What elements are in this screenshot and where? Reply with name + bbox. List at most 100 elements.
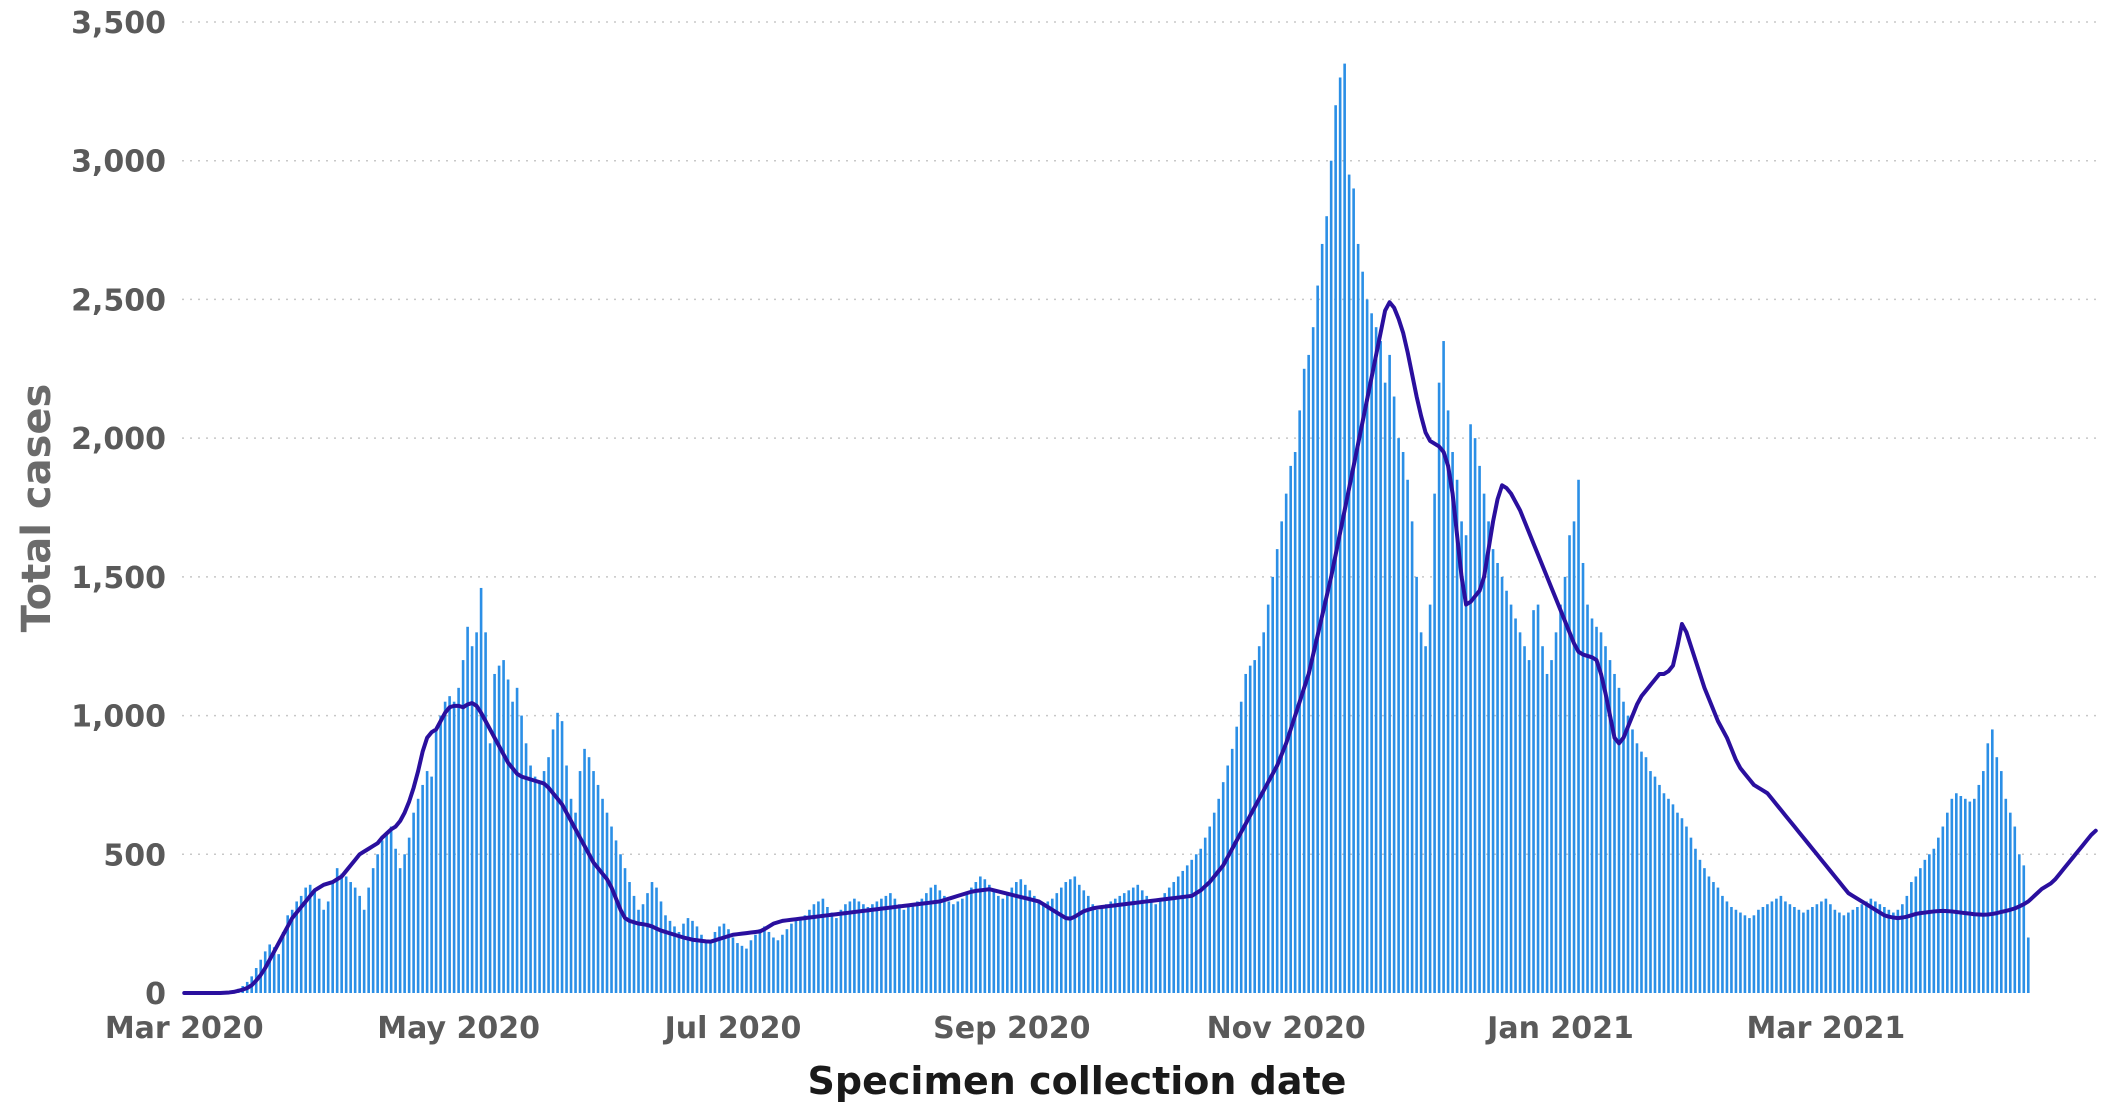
case-bar bbox=[1262, 632, 1265, 993]
case-bar bbox=[592, 771, 595, 993]
case-bar bbox=[1676, 812, 1679, 993]
case-bar bbox=[1154, 904, 1158, 993]
case-bar bbox=[1685, 826, 1688, 993]
case-bar bbox=[862, 904, 865, 993]
case-bar bbox=[1127, 890, 1131, 993]
case-bar bbox=[884, 895, 888, 993]
case-bar bbox=[1469, 424, 1472, 993]
case-bar bbox=[749, 940, 753, 993]
case-bar bbox=[1829, 904, 1832, 993]
case-bar bbox=[1433, 493, 1436, 993]
case-bar bbox=[1662, 793, 1666, 993]
case-bar bbox=[898, 904, 901, 993]
case-bar bbox=[484, 632, 487, 993]
case-bar bbox=[844, 904, 847, 993]
case-bar bbox=[1095, 909, 1099, 993]
case-bar bbox=[281, 931, 285, 993]
case-bar bbox=[776, 940, 780, 993]
case-bar bbox=[443, 701, 447, 993]
case-bar bbox=[1239, 701, 1243, 993]
case-bar bbox=[1419, 632, 1423, 993]
case-bar bbox=[925, 893, 928, 993]
case-bar bbox=[1698, 859, 1702, 993]
case-bar bbox=[1631, 729, 1634, 993]
case-bar bbox=[857, 901, 861, 993]
case-bar bbox=[2004, 798, 2008, 993]
case-bar bbox=[1496, 562, 1499, 993]
x-tick-label: Jul 2020 bbox=[663, 1011, 802, 1046]
case-bar bbox=[547, 757, 550, 993]
case-bar bbox=[565, 765, 568, 993]
case-bar bbox=[466, 626, 469, 993]
case-bar bbox=[1015, 882, 1018, 993]
case-bar bbox=[1235, 726, 1239, 993]
case-bar bbox=[475, 632, 478, 993]
case-bar bbox=[1374, 327, 1378, 993]
case-bar bbox=[1361, 271, 1364, 993]
case-bar bbox=[1892, 912, 1895, 993]
case-bar bbox=[1383, 382, 1387, 993]
case-bar bbox=[646, 893, 649, 993]
case-bar bbox=[1424, 646, 1427, 993]
case-bar bbox=[394, 848, 397, 993]
case-bar bbox=[1752, 915, 1756, 993]
case-bar bbox=[992, 890, 996, 993]
case-bar bbox=[1356, 243, 1360, 993]
case-bar bbox=[1446, 410, 1450, 993]
case-bar bbox=[754, 934, 757, 993]
case-bar bbox=[659, 901, 663, 993]
case-bar bbox=[1415, 576, 1418, 993]
case-bar bbox=[1460, 521, 1463, 993]
case-bar bbox=[1077, 884, 1081, 993]
case-bar bbox=[308, 884, 312, 993]
case-bar bbox=[1406, 479, 1409, 993]
case-bar bbox=[1626, 715, 1630, 993]
case-bar bbox=[947, 901, 951, 993]
case-bar bbox=[1491, 549, 1495, 993]
case-bar bbox=[380, 840, 384, 993]
case-bar bbox=[790, 923, 793, 993]
case-bar bbox=[542, 771, 546, 993]
case-bar bbox=[1059, 887, 1063, 993]
case-bar bbox=[1473, 438, 1477, 993]
case-bar bbox=[1509, 604, 1513, 993]
case-bar bbox=[605, 812, 609, 993]
case-bar bbox=[538, 782, 541, 993]
case-bar bbox=[1797, 909, 1801, 993]
case-bar bbox=[673, 926, 676, 993]
case-bar bbox=[412, 812, 415, 993]
case-bar bbox=[1176, 876, 1180, 993]
case-bar bbox=[1212, 812, 1216, 993]
case-bar bbox=[1982, 771, 1985, 993]
case-bar bbox=[1158, 898, 1162, 993]
x-tick-label: Sep 2020 bbox=[933, 1011, 1090, 1046]
case-bar bbox=[1586, 604, 1589, 993]
case-bar bbox=[983, 879, 987, 993]
case-bar bbox=[916, 901, 919, 993]
case-bar bbox=[1991, 729, 1994, 993]
case-bar bbox=[718, 926, 721, 993]
case-bar bbox=[1946, 812, 1949, 993]
case-bar bbox=[1640, 751, 1643, 993]
case-bar bbox=[1815, 904, 1819, 993]
case-bar bbox=[493, 673, 496, 993]
case-bar bbox=[574, 812, 577, 993]
case-bar bbox=[1901, 904, 1904, 993]
case-bar bbox=[1001, 898, 1005, 993]
case-bar bbox=[335, 868, 339, 993]
case-bar bbox=[1757, 909, 1760, 993]
case-bar bbox=[1613, 673, 1616, 993]
case-bar bbox=[997, 895, 1000, 993]
case-bar bbox=[619, 854, 622, 993]
case-bar bbox=[1617, 687, 1621, 993]
case-bar bbox=[1599, 632, 1603, 993]
case-bar bbox=[430, 776, 433, 993]
case-bar bbox=[1478, 465, 1481, 993]
case-bar bbox=[1505, 590, 1508, 993]
case-bar bbox=[286, 915, 289, 993]
case-bar bbox=[1806, 909, 1810, 993]
case-bar bbox=[1388, 354, 1391, 993]
case-bar bbox=[1802, 912, 1805, 993]
case-bar bbox=[1707, 876, 1711, 993]
